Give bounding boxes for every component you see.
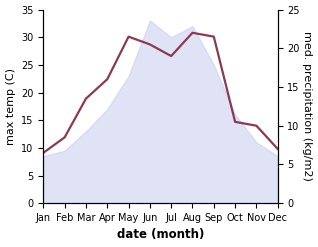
X-axis label: date (month): date (month): [117, 228, 204, 242]
Y-axis label: med. precipitation (kg/m2): med. precipitation (kg/m2): [302, 31, 313, 181]
Y-axis label: max temp (C): max temp (C): [5, 68, 16, 145]
